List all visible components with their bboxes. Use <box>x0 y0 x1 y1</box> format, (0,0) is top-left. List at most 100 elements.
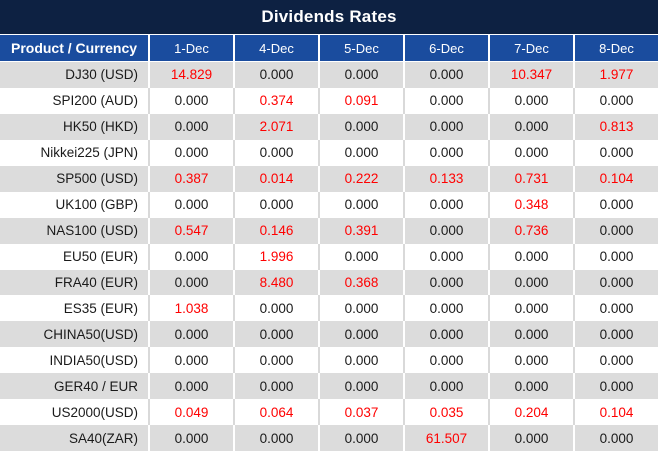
value-cell: 0.000 <box>488 373 573 400</box>
table-row: DJ30 (USD) 14.829 0.000 0.000 0.000 10.347 1.9… <box>0 62 658 88</box>
table-row: GER40 / EUR 0.000 0.000 0.000 0.000 0.000 0.00… <box>0 373 658 400</box>
table-header-row: Product / Currency 1-Dec 4-Dec 5-Dec 6-D… <box>0 35 658 62</box>
value-cell: 1.977 <box>573 62 658 88</box>
value-cell: 0.000 <box>148 425 233 451</box>
value-cell: 0.049 <box>148 399 233 426</box>
value-cell: 1.996 <box>233 243 318 270</box>
value-cell: 0.000 <box>488 113 573 140</box>
value-cell: 0.000 <box>403 87 488 114</box>
value-cell: 0.000 <box>233 425 318 451</box>
header-date-1: 1-Dec <box>148 35 233 61</box>
value-cell: 0.813 <box>573 113 658 140</box>
value-cell: 1.038 <box>148 295 233 322</box>
value-cell: 0.000 <box>488 139 573 166</box>
value-cell: 0.000 <box>233 321 318 348</box>
table-row: SP500 (USD) 0.387 0.014 0.222 0.133 0.731 0.10… <box>0 165 658 192</box>
table-row: US2000(USD) 0.049 0.064 0.037 0.035 0.204 0.10… <box>0 399 658 426</box>
dividends-table-body: DJ30 (USD) 14.829 0.000 0.000 0.000 10.347 1.9… <box>0 62 658 451</box>
header-date-5: 7-Dec <box>488 35 573 61</box>
value-cell: 0.000 <box>488 243 573 270</box>
product-cell: SPI200 (AUD) <box>52 93 138 109</box>
value-cell: 0.000 <box>148 191 233 218</box>
value-cell: 0.014 <box>233 165 318 192</box>
value-cell: 0.000 <box>233 62 318 88</box>
value-cell: 0.391 <box>318 217 403 244</box>
value-cell: 0.000 <box>573 87 658 114</box>
value-cell: 0.000 <box>573 269 658 296</box>
value-cell: 0.000 <box>233 347 318 374</box>
value-cell: 0.387 <box>148 165 233 192</box>
value-cell: 0.000 <box>148 87 233 114</box>
table-row: EU50 (EUR) 0.000 1.996 0.000 0.000 0.000 0.000 <box>0 243 658 270</box>
value-cell: 0.035 <box>403 399 488 426</box>
value-cell: 0.000 <box>403 373 488 400</box>
value-cell: 0.000 <box>403 113 488 140</box>
value-cell: 0.000 <box>403 139 488 166</box>
value-cell: 10.347 <box>488 62 573 88</box>
value-cell: 0.146 <box>233 217 318 244</box>
product-cell: FRA40 (EUR) <box>54 274 138 290</box>
value-cell: 0.000 <box>403 347 488 374</box>
table-row: CHINA50(USD) 0.000 0.000 0.000 0.000 0.000 0.0… <box>0 321 658 348</box>
product-cell: UK100 (GBP) <box>55 197 138 213</box>
value-cell: 0.374 <box>233 87 318 114</box>
header-date-2: 4-Dec <box>233 35 318 61</box>
value-cell: 0.000 <box>573 373 658 400</box>
value-cell: 0.000 <box>403 217 488 244</box>
value-cell: 0.000 <box>573 321 658 348</box>
value-cell: 0.000 <box>318 321 403 348</box>
product-cell: INDIA50(USD) <box>49 352 138 368</box>
value-cell: 0.000 <box>233 373 318 400</box>
product-cell: SP500 (USD) <box>56 171 138 187</box>
value-cell: 0.000 <box>318 191 403 218</box>
value-cell: 0.104 <box>573 165 658 192</box>
value-cell: 0.000 <box>573 425 658 451</box>
value-cell: 0.000 <box>488 269 573 296</box>
value-cell: 0.348 <box>488 191 573 218</box>
value-cell: 0.000 <box>148 347 233 374</box>
value-cell: 0.091 <box>318 87 403 114</box>
value-cell: 0.133 <box>403 165 488 192</box>
value-cell: 0.000 <box>318 295 403 322</box>
value-cell: 0.000 <box>573 191 658 218</box>
value-cell: 0.000 <box>403 62 488 88</box>
product-cell: US2000(USD) <box>51 404 138 420</box>
value-cell: 0.222 <box>318 165 403 192</box>
value-cell: 0.000 <box>573 243 658 270</box>
value-cell: 0.000 <box>403 191 488 218</box>
value-cell: 0.000 <box>148 243 233 270</box>
value-cell: 0.368 <box>318 269 403 296</box>
value-cell: 0.731 <box>488 165 573 192</box>
table-row: Nikkei225 (JPN) 0.000 0.000 0.000 0.000 0.000… <box>0 139 658 166</box>
product-cell: DJ30 (USD) <box>65 67 138 83</box>
table-row: NAS100 (USD) 0.547 0.146 0.391 0.000 0.736 0.0… <box>0 217 658 244</box>
value-cell: 0.000 <box>148 269 233 296</box>
value-cell: 0.064 <box>233 399 318 426</box>
product-cell: GER40 / EUR <box>53 378 138 394</box>
table-row: SA40(ZAR) 0.000 0.000 0.000 61.507 0.000 0.000 <box>0 425 658 451</box>
header-date-6: 8-Dec <box>573 35 658 61</box>
value-cell: 0.547 <box>148 217 233 244</box>
product-cell: EU50 (EUR) <box>62 249 138 265</box>
product-cell: ES35 (EUR) <box>63 300 138 316</box>
value-cell: 0.000 <box>148 139 233 166</box>
value-cell: 0.000 <box>488 87 573 114</box>
value-cell: 0.000 <box>573 347 658 374</box>
value-cell: 0.000 <box>488 425 573 451</box>
value-cell: 0.000 <box>318 347 403 374</box>
table-row: HK50 (HKD) 0.000 2.071 0.000 0.000 0.000 0.813 <box>0 113 658 140</box>
header-product-currency: Product / Currency <box>10 40 138 56</box>
table-row: SPI200 (AUD) 0.000 0.374 0.091 0.000 0.000 0.0… <box>0 87 658 114</box>
product-cell: Nikkei225 (JPN) <box>40 145 138 161</box>
table-row: ES35 (EUR) 1.038 0.000 0.000 0.000 0.000 0.000 <box>0 295 658 322</box>
table-row: INDIA50(USD) 0.000 0.000 0.000 0.000 0.000 0.0… <box>0 347 658 374</box>
value-cell: 0.000 <box>318 62 403 88</box>
value-cell: 0.000 <box>403 243 488 270</box>
product-cell: HK50 (HKD) <box>62 119 138 135</box>
value-cell: 0.000 <box>233 295 318 322</box>
table-row: UK100 (GBP) 0.000 0.000 0.000 0.000 0.348 0.00… <box>0 191 658 218</box>
panel-title-bar: Dividends Rates <box>0 0 658 35</box>
value-cell: 0.037 <box>318 399 403 426</box>
value-cell: 0.000 <box>488 347 573 374</box>
product-cell: SA40(ZAR) <box>68 430 138 446</box>
